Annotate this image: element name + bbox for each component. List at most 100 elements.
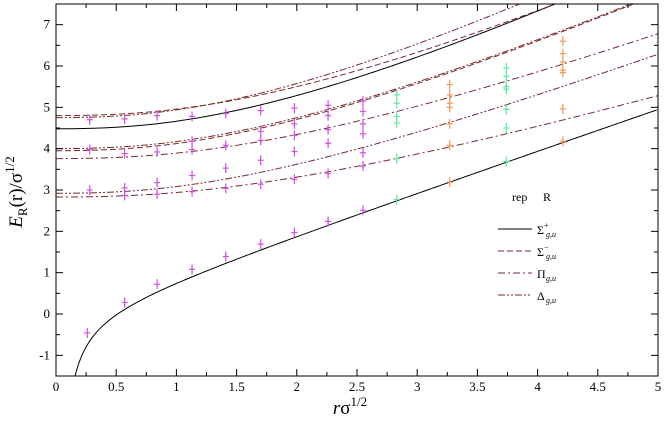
data-point: [360, 128, 367, 139]
data-point: [503, 123, 510, 133]
data-point: [154, 146, 161, 157]
x-tick-label: 2.5: [349, 379, 365, 394]
data-point: [393, 194, 400, 205]
data-point: [446, 79, 453, 90]
data-point: [121, 297, 128, 308]
data-point: [291, 227, 298, 238]
data-point: [189, 111, 196, 122]
data-point: [325, 168, 332, 179]
data-point: [360, 118, 367, 129]
data-point: [446, 89, 453, 100]
data-point: [154, 177, 161, 188]
y-tick-label: 0: [44, 306, 51, 321]
data-point: [446, 118, 453, 129]
data-point: [360, 161, 367, 172]
y-tick-label: 1: [44, 265, 51, 280]
data-point: [222, 108, 229, 119]
data-point: [503, 104, 510, 115]
data-point: [189, 136, 196, 147]
x-tick-label: 4.5: [590, 379, 606, 394]
x-tick-label: 1: [173, 379, 180, 394]
legend-header-rep: rep: [512, 190, 527, 204]
x-tick-label: 3: [414, 379, 421, 394]
data-point: [257, 239, 264, 250]
legend-label: Σ− g,u: [537, 243, 556, 261]
data-point: [121, 182, 128, 193]
data-point: [559, 136, 566, 147]
series-line: [56, 53, 658, 194]
x-tick-label: 5: [655, 379, 662, 394]
data-point: [291, 118, 298, 129]
data-point: [503, 156, 510, 167]
data-point: [291, 130, 298, 141]
data-point: [154, 279, 161, 290]
data-point: [446, 140, 453, 151]
data-points: [84, 36, 566, 339]
data-point: [257, 179, 264, 190]
x-axis-title: rσ1/2: [333, 394, 367, 419]
data-point: [154, 189, 161, 200]
series-line: [74, 109, 657, 376]
data-point: [393, 153, 400, 164]
x-tick-label: 0.5: [108, 379, 124, 394]
data-point: [325, 100, 332, 111]
y-tick-label: 2: [44, 223, 51, 238]
legend-header-r: R: [543, 190, 551, 204]
legend-label: Πg,u: [537, 267, 556, 283]
data-point: [84, 328, 91, 339]
data-point: [360, 147, 367, 158]
data-point: [503, 71, 510, 82]
data-point: [503, 81, 510, 92]
series-line: [56, 33, 658, 160]
y-axis-title: ER(r)/σ1/2: [2, 156, 30, 228]
data-point: [360, 106, 367, 117]
series-lines: [56, 4, 658, 376]
data-point: [393, 111, 400, 122]
data-point: [257, 155, 264, 166]
data-point: [222, 251, 229, 262]
x-tick-label: 3.5: [469, 379, 485, 394]
y-tick-label: 5: [44, 99, 51, 114]
legend-label: Σ+ g,u: [537, 221, 556, 239]
series-line: [56, 4, 557, 117]
data-point: [86, 114, 93, 125]
data-point: [291, 146, 298, 157]
data-point: [222, 140, 229, 151]
x-tick-label: 2: [294, 379, 301, 394]
data-point: [325, 124, 332, 135]
data-point: [189, 264, 196, 275]
data-point: [154, 110, 161, 121]
data-point: [325, 138, 332, 149]
data-point: [446, 177, 453, 188]
data-point: [291, 174, 298, 185]
y-tick-label: 3: [44, 182, 51, 197]
data-point: [559, 103, 566, 114]
y-tick-label: -1: [39, 347, 50, 362]
x-tick-label: 0: [53, 379, 60, 394]
data-point: [189, 186, 196, 197]
data-point: [257, 105, 264, 116]
series-line: [56, 95, 658, 198]
data-point: [325, 216, 332, 227]
y-tick-label: 6: [44, 58, 51, 73]
data-point: [257, 126, 264, 137]
data-point: [121, 113, 128, 124]
data-point: [393, 98, 400, 109]
data-point: [189, 170, 196, 181]
y-tick-label: 4: [44, 141, 51, 156]
data-point: [360, 96, 367, 107]
y-axis: -1 0 1 2 3 4 5 6 7: [39, 3, 658, 377]
data-point: [291, 103, 298, 114]
data-point: [559, 36, 566, 47]
data-point: [559, 56, 566, 67]
x-tick-label: 1.5: [228, 379, 244, 394]
series-line: [56, 4, 633, 150]
data-point: [121, 148, 128, 159]
data-point: [360, 205, 367, 216]
data-point: [86, 144, 93, 155]
series-line: [56, 4, 521, 119]
data-point: [257, 135, 264, 146]
legend-label: Δg,u: [537, 289, 556, 305]
x-axis: 0 0.5 1 1.5 2 2.5 3 3.5 4 4.5 5: [53, 4, 662, 394]
